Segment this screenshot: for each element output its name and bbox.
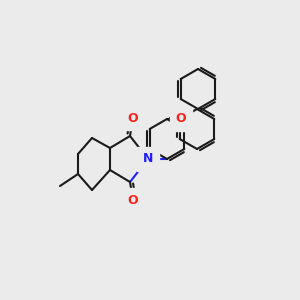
Text: O: O [128, 112, 138, 124]
Text: N: N [143, 152, 153, 166]
Text: O: O [128, 194, 138, 206]
Text: O: O [176, 112, 186, 125]
